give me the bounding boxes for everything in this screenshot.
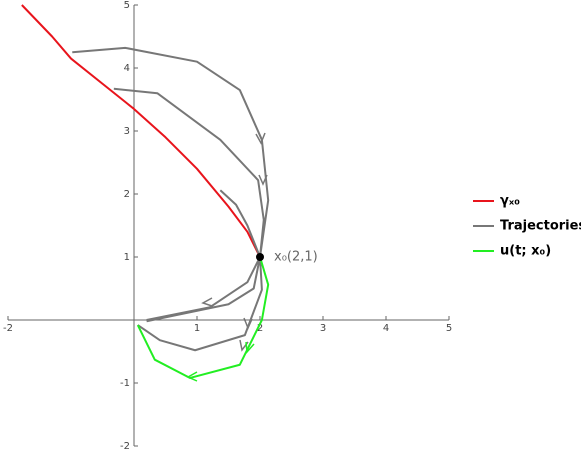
series-line xyxy=(72,46,270,352)
y-tick-label: 4 xyxy=(124,63,130,74)
y-tick-label: -1 xyxy=(120,378,130,389)
y-tick-label: 2 xyxy=(124,189,130,200)
series-line xyxy=(136,256,270,379)
y-tick-label: -2 xyxy=(120,441,130,451)
arrowheads xyxy=(186,132,268,382)
legend-label: γₓ₀ xyxy=(500,194,520,209)
x-tick-label: 3 xyxy=(320,323,326,334)
y-tick-label: 3 xyxy=(124,126,130,137)
x-tick-label: 2 xyxy=(257,323,263,334)
y-tick-label: 5 xyxy=(124,0,130,11)
series-line xyxy=(21,4,261,258)
x-tick-label: 5 xyxy=(446,323,452,334)
x-tick-label: -2 xyxy=(3,323,13,334)
legend-label: Trajectories xyxy=(500,219,581,234)
x-tick-label: 1 xyxy=(194,323,200,334)
x-tick-label: 4 xyxy=(383,323,389,334)
legend-label: u(t; x₀) xyxy=(500,244,551,259)
point-label: x₀(2,1) xyxy=(274,250,318,265)
y-tick-label: 1 xyxy=(124,252,130,263)
point-marker xyxy=(256,253,264,261)
